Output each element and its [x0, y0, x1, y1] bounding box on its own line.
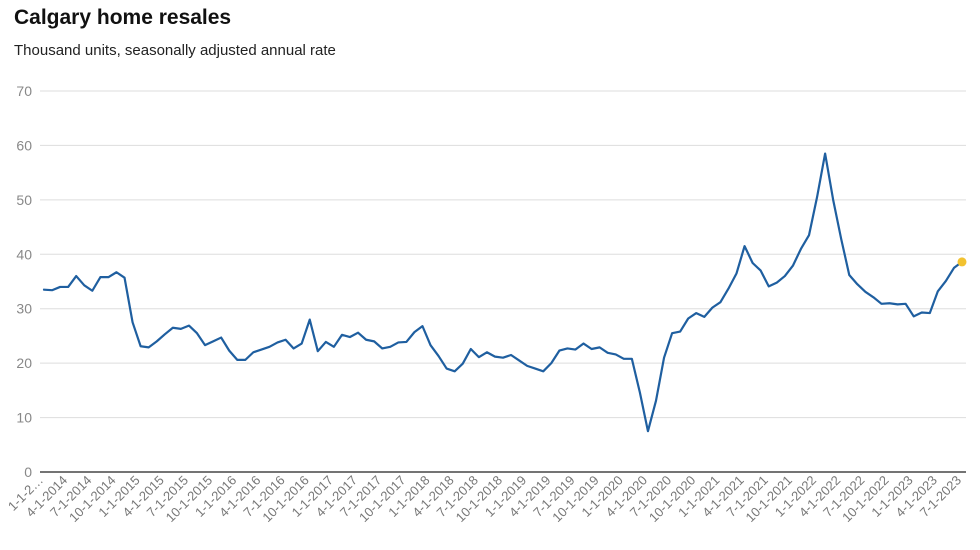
y-tick-label: 50: [16, 192, 32, 208]
y-tick-label: 70: [16, 83, 32, 99]
latest-point-marker[interactable]: [957, 257, 967, 267]
y-tick-label: 10: [16, 410, 32, 426]
series-line: [42, 152, 964, 433]
y-axis-ticks: 0 10 20 30 40 50 60 70: [16, 83, 32, 480]
y-tick-label: 60: [16, 137, 32, 153]
chart-subtitle: Thousand units, seasonally adjusted annu…: [14, 42, 336, 59]
chart-title: Calgary home resales: [14, 6, 232, 29]
y-tick-label: 0: [24, 464, 32, 480]
y-tick-label: 40: [16, 246, 32, 262]
y-tick-label: 20: [16, 355, 32, 371]
x-axis-ticks: 1-1-2…4-1-20147-1-201410-1-20141-1-20154…: [5, 473, 964, 526]
y-tick-label: 30: [16, 301, 32, 317]
series-layer: [42, 152, 967, 433]
grid-layer: [40, 90, 966, 473]
